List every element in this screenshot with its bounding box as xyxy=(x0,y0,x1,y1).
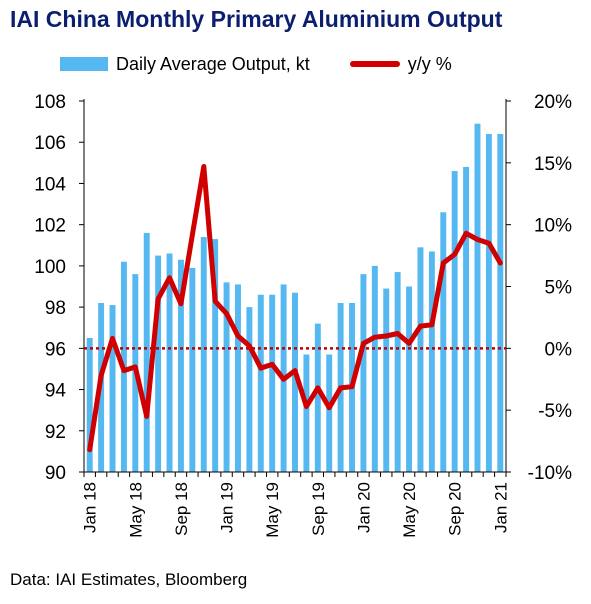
bar xyxy=(292,292,298,472)
bar xyxy=(246,307,253,472)
x-tick-label: Jan 18 xyxy=(81,482,100,533)
x-tick-label: May 19 xyxy=(263,482,282,538)
bar xyxy=(371,265,378,472)
bar xyxy=(269,294,276,472)
y-right-tick-label: 0% xyxy=(545,339,573,360)
x-tick-label: Sep 18 xyxy=(172,482,191,536)
legend-label-output: Daily Average Output, kt xyxy=(116,53,310,74)
bar xyxy=(497,133,504,472)
legend-bar-swatch xyxy=(60,57,108,71)
yoy-series-line xyxy=(87,164,503,453)
y-right-tick-label: -5% xyxy=(538,401,572,422)
bar xyxy=(235,284,241,472)
bar xyxy=(257,294,264,472)
y-left-tick-label: 106 xyxy=(34,133,66,154)
y-left-tick-label: 96 xyxy=(45,339,66,360)
bar xyxy=(451,171,458,473)
bar xyxy=(177,259,184,472)
bar xyxy=(417,247,424,472)
legend: Daily Average Output, kt y/y % xyxy=(60,50,492,78)
x-tick-label: Sep 19 xyxy=(309,482,328,536)
y-left-tick-label: 94 xyxy=(45,381,67,402)
y-left-tick-label: 104 xyxy=(34,174,66,195)
bar xyxy=(463,166,470,472)
x-tick-label: Sep 20 xyxy=(446,482,465,536)
y-right-tick-label: -10% xyxy=(528,463,572,484)
bar xyxy=(212,239,219,472)
x-tick-label: May 20 xyxy=(400,482,419,538)
x-tick-label: May 18 xyxy=(126,482,145,538)
bar xyxy=(143,232,150,472)
bar xyxy=(326,354,333,472)
bar xyxy=(406,286,413,472)
legend-item-output: Daily Average Output, kt xyxy=(60,54,310,75)
bar xyxy=(109,305,116,472)
x-tick-label: Jan 21 xyxy=(491,482,510,533)
legend-line-swatch xyxy=(349,61,400,67)
y-left-tick-label: 108 xyxy=(34,92,66,113)
bar xyxy=(440,212,447,473)
bar xyxy=(223,282,230,472)
bar xyxy=(189,267,196,472)
source-note: Data: IAI Estimates, Bloomberg xyxy=(10,570,248,589)
y-right-tick-label: 10% xyxy=(534,216,572,237)
y-right-tick-label: 5% xyxy=(545,278,573,299)
legend-item-yoy: y/y % xyxy=(349,53,452,75)
bar xyxy=(394,272,401,472)
bar xyxy=(474,123,481,472)
bar xyxy=(485,133,492,472)
y-left-tick-label: 90 xyxy=(45,463,66,484)
chart-title: IAI China Monthly Primary Aluminium Outp… xyxy=(10,6,503,32)
bar xyxy=(86,338,93,472)
bar xyxy=(314,323,321,472)
y-left-tick-label: 100 xyxy=(34,257,66,278)
y-left-tick-label: 102 xyxy=(34,216,66,237)
bar xyxy=(428,251,435,472)
bar xyxy=(155,255,162,472)
bar xyxy=(166,253,173,472)
y-left-tick-label: 98 xyxy=(45,298,66,319)
bar xyxy=(200,237,207,472)
bar xyxy=(360,274,367,472)
y-right-tick-label: 20% xyxy=(534,92,572,113)
bar xyxy=(303,354,310,472)
y-left-tick-label: 92 xyxy=(45,422,66,443)
legend-label-yoy: y/y % xyxy=(407,53,452,74)
x-tick-label: Jan 20 xyxy=(354,482,373,533)
y-right-tick-label: 15% xyxy=(534,154,572,175)
x-tick-label: Jan 19 xyxy=(218,482,237,533)
bar xyxy=(383,288,390,472)
